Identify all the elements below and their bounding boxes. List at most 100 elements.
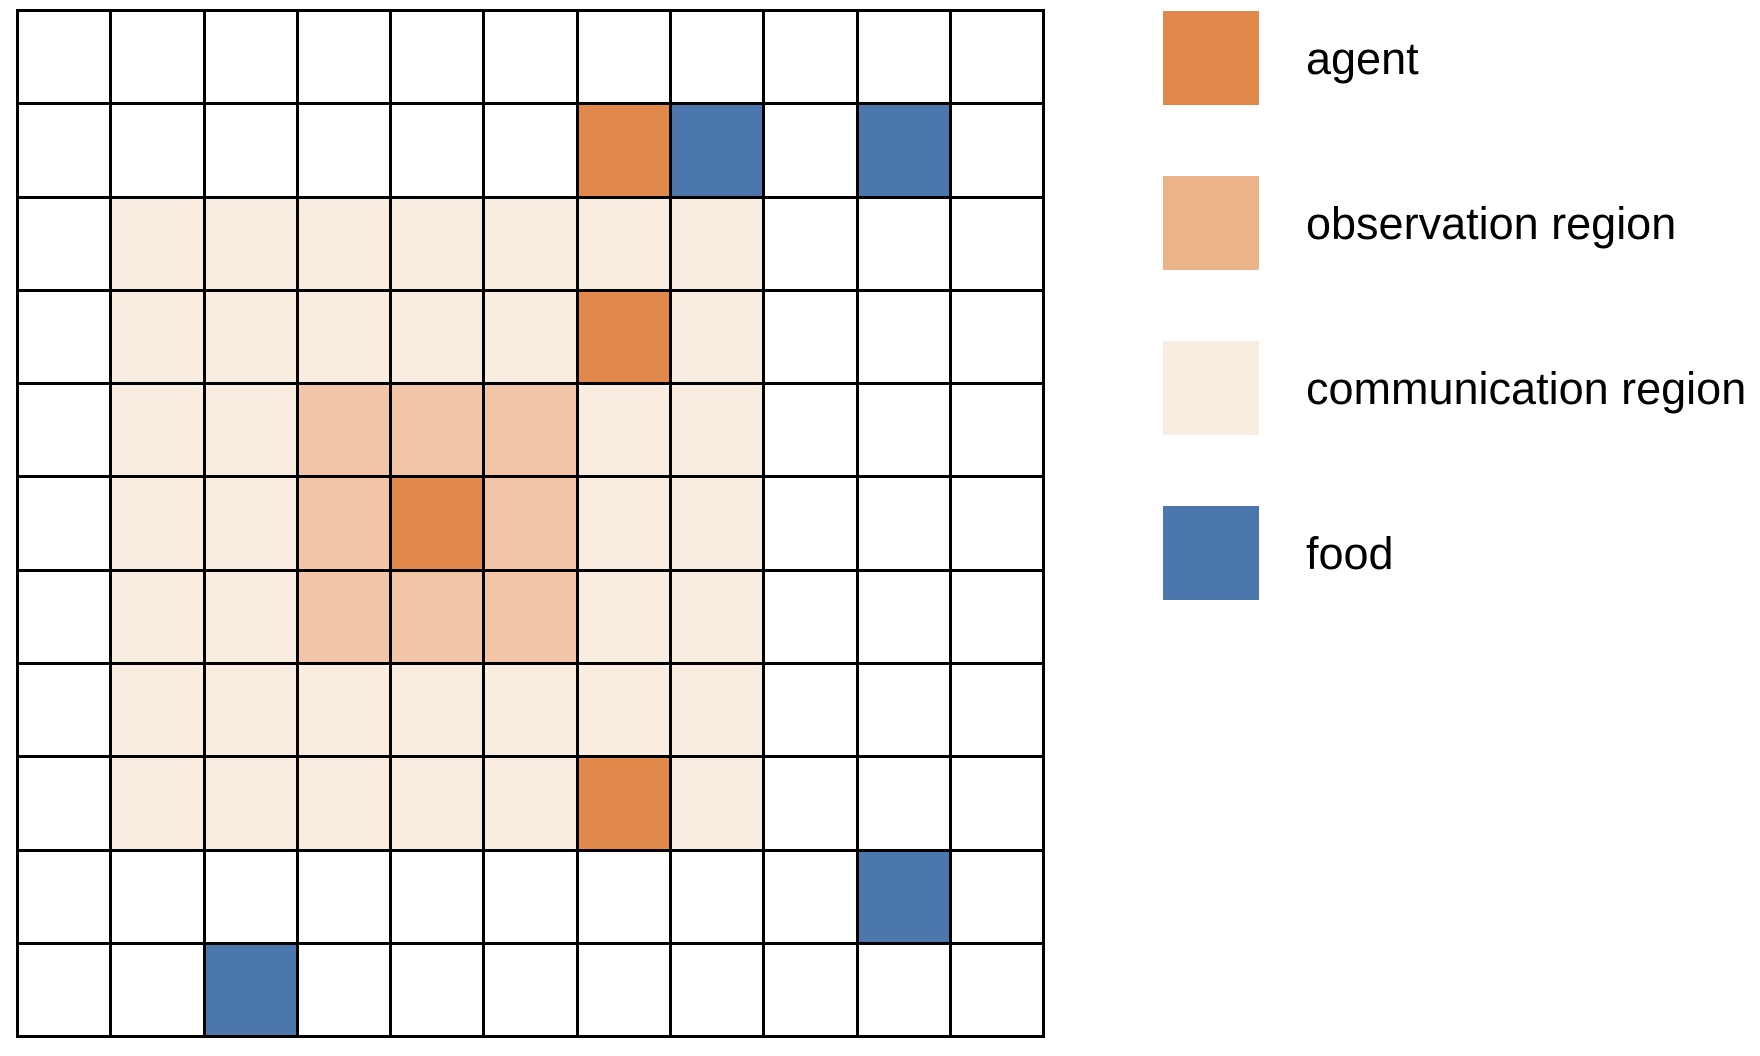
- legend: agent observation region communication r…: [1163, 11, 1746, 600]
- grid-cell-empty: [485, 12, 576, 103]
- grid-cell-empty: [858, 198, 949, 289]
- grid-cell-empty: [951, 478, 1043, 569]
- grid-cell-empty: [392, 944, 483, 1036]
- grid-cell-empty: [951, 385, 1043, 476]
- grid-cell-observation-region: [298, 571, 390, 663]
- grid-cell-empty: [19, 291, 110, 383]
- grid-cell-empty: [951, 105, 1043, 196]
- grid-cell-empty: [19, 478, 110, 569]
- grid-cell-communication-region: [672, 198, 763, 289]
- grid-cell-food: [205, 944, 296, 1036]
- grid-cell-communication-region: [112, 478, 203, 569]
- grid-cell-empty: [858, 571, 949, 663]
- legend-label: communication region: [1306, 362, 1747, 414]
- grid-cell-empty: [578, 944, 670, 1036]
- grid-cell-communication-region: [578, 478, 670, 569]
- grid-cell-empty: [951, 851, 1043, 942]
- grid-cell-communication-region: [485, 291, 576, 383]
- grid-cell-empty: [392, 851, 483, 942]
- grid-cell-empty: [392, 12, 483, 103]
- grid-cell-empty: [205, 12, 296, 103]
- grid-cell-empty: [765, 758, 856, 849]
- grid-cell-empty: [765, 478, 856, 569]
- grid-cell-empty: [765, 665, 856, 756]
- grid-cell-empty: [765, 105, 856, 196]
- legend-item-communication-region: communication region: [1163, 341, 1746, 435]
- grid-cell-communication-region: [578, 385, 670, 476]
- grid-cell-empty: [765, 198, 856, 289]
- grid-cell-communication-region: [205, 665, 296, 756]
- grid-cell-empty: [858, 944, 949, 1036]
- grid-cell-food: [858, 851, 949, 942]
- grid-cell-observation-region: [298, 385, 390, 476]
- observation-region-swatch: [1163, 176, 1259, 270]
- grid-cell-empty: [19, 851, 110, 942]
- grid-cell-observation-region: [392, 385, 483, 476]
- grid-cell-communication-region: [485, 758, 576, 849]
- grid-cell-empty: [951, 571, 1043, 663]
- grid-cell-empty: [858, 385, 949, 476]
- grid-cell-observation-region: [298, 478, 390, 569]
- grid-cell-empty: [765, 385, 856, 476]
- grid-cell-empty: [112, 944, 203, 1036]
- grid-cell-empty: [19, 944, 110, 1036]
- grid-cell-empty: [485, 851, 576, 942]
- grid-cell-communication-region: [392, 665, 483, 756]
- grid-cell-empty: [298, 851, 390, 942]
- grid-cell-empty: [19, 105, 110, 196]
- grid-cell-agent: [578, 291, 670, 383]
- legend-item-observation-region: observation region: [1163, 176, 1746, 270]
- grid-cell-communication-region: [672, 385, 763, 476]
- grid-cell-communication-region: [205, 571, 296, 663]
- grid-cell-empty: [578, 851, 670, 942]
- grid-cell-communication-region: [298, 758, 390, 849]
- grid-cell-observation-region: [485, 571, 576, 663]
- food-swatch: [1163, 506, 1259, 600]
- grid-cell-communication-region: [392, 198, 483, 289]
- grid-cell-communication-region: [672, 291, 763, 383]
- grid-cell-empty: [298, 12, 390, 103]
- grid-cell-agent: [578, 758, 670, 849]
- grid-cell-empty: [298, 105, 390, 196]
- grid-cell-communication-region: [205, 385, 296, 476]
- grid-cell-communication-region: [298, 665, 390, 756]
- grid-cell-empty: [765, 571, 856, 663]
- grid-cell-empty: [205, 851, 296, 942]
- grid-cell-observation-region: [485, 478, 576, 569]
- agent-swatch: [1163, 11, 1259, 105]
- grid-cell-empty: [112, 105, 203, 196]
- grid-cell-empty: [19, 385, 110, 476]
- grid-cell-empty: [951, 665, 1043, 756]
- gridworld-grid: [16, 9, 1046, 1039]
- grid-cell-empty: [112, 851, 203, 942]
- grid-cell-empty: [485, 105, 576, 196]
- grid-cell-empty: [951, 198, 1043, 289]
- grid-cell-communication-region: [205, 478, 296, 569]
- grid-cell-communication-region: [485, 198, 576, 289]
- grid-cell-observation-region: [392, 571, 483, 663]
- grid-cell-communication-region: [485, 665, 576, 756]
- grid-cell-empty: [485, 944, 576, 1036]
- grid-cell-empty: [858, 665, 949, 756]
- grid-cell-empty: [765, 291, 856, 383]
- grid-cell-empty: [672, 851, 763, 942]
- grid-cell-communication-region: [392, 758, 483, 849]
- grid-cell-communication-region: [672, 571, 763, 663]
- grid-cell-communication-region: [112, 385, 203, 476]
- grid-cell-empty: [951, 291, 1043, 383]
- grid-cell-empty: [672, 12, 763, 103]
- grid-cell-communication-region: [112, 291, 203, 383]
- grid-cell-communication-region: [578, 571, 670, 663]
- grid-cell-empty: [205, 105, 296, 196]
- grid-cell-agent: [578, 105, 670, 196]
- grid-cell-empty: [951, 12, 1043, 103]
- grid-cell-communication-region: [578, 665, 670, 756]
- grid-cell-empty: [19, 758, 110, 849]
- legend-label: observation region: [1306, 197, 1677, 249]
- grid-cell-agent: [392, 478, 483, 569]
- grid-cell-empty: [19, 665, 110, 756]
- grid-cell-communication-region: [205, 198, 296, 289]
- grid-cell-communication-region: [578, 198, 670, 289]
- grid-cell-empty: [112, 12, 203, 103]
